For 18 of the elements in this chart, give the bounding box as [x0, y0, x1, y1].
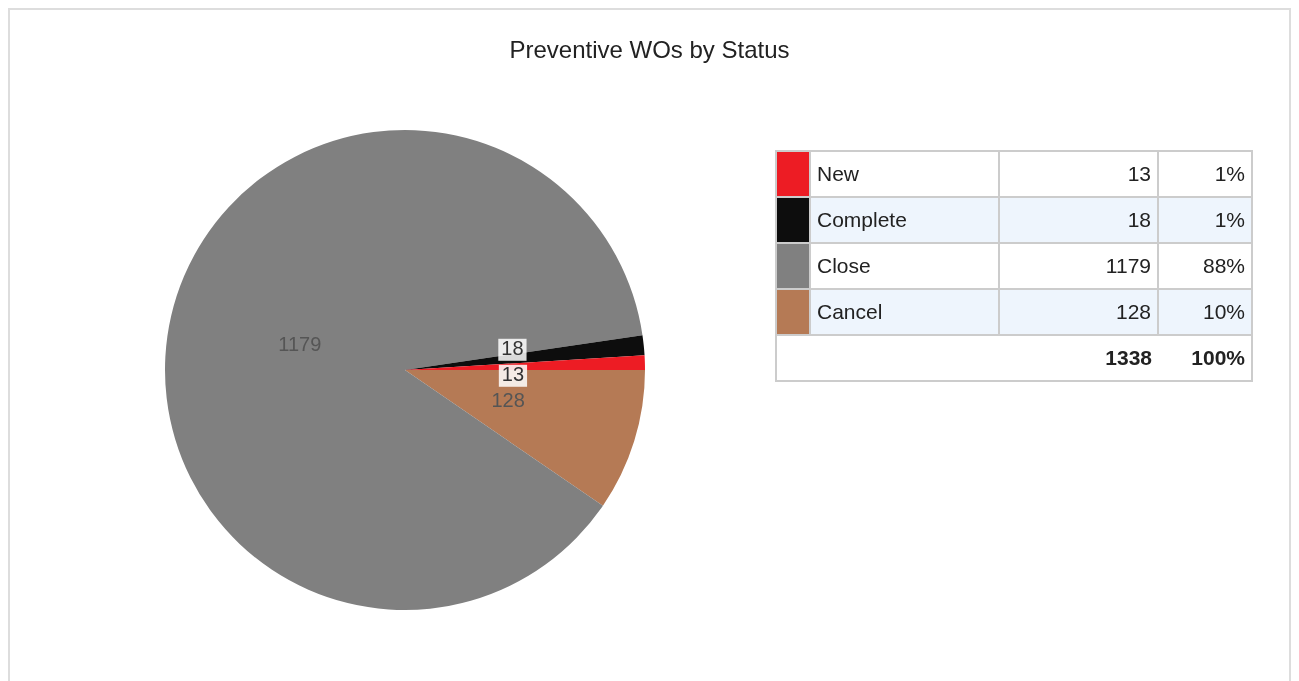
text: 1179 [999, 243, 1158, 289]
text: 18 [999, 197, 1158, 243]
text: 13 [999, 151, 1158, 197]
text: 10% [1158, 289, 1252, 335]
text: 100% [1191, 346, 1245, 369]
legend-label: New [810, 151, 999, 197]
text: 1338 [1105, 346, 1152, 369]
text: 1% [1158, 151, 1252, 197]
data-label: 13 [501, 363, 525, 386]
text: 88% [1158, 243, 1252, 289]
chart-title: Preventive WOs by Status [508, 36, 791, 64]
text: 128 [999, 289, 1158, 335]
data-label: 18 [501, 337, 524, 360]
legend-label: Cancel [810, 289, 999, 335]
text: 1% [1158, 197, 1252, 243]
legend-label: Complete [810, 197, 999, 243]
data-label: 128 [491, 389, 525, 412]
legend-label: Close [810, 243, 999, 289]
